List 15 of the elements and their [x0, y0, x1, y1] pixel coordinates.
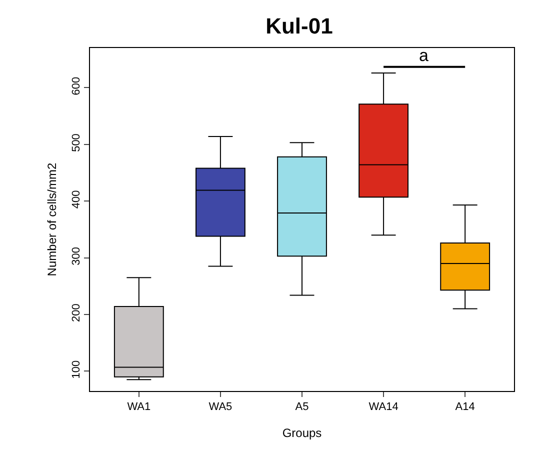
x-tick-label: A14 — [455, 401, 475, 414]
annotation: a — [419, 46, 429, 65]
y-tick-label: 200 — [70, 304, 83, 322]
y-tick-label: 400 — [70, 190, 83, 209]
x-axis-title: Groups — [282, 426, 322, 440]
x-tick-label: WA1 — [127, 401, 151, 414]
y-tick-label: 500 — [70, 134, 83, 152]
x-tick-label: A5 — [295, 401, 309, 414]
x-tick-label: WA14 — [368, 401, 398, 414]
x-tick-label: WA5 — [208, 401, 232, 414]
y-axis-title: Number of cells/mm2 — [45, 162, 59, 276]
chart-title: Kul-01 — [266, 14, 333, 39]
y-tick-label: 600 — [70, 76, 83, 96]
y-tick-label: 300 — [70, 246, 83, 266]
y-tick-label: 100 — [70, 360, 83, 379]
